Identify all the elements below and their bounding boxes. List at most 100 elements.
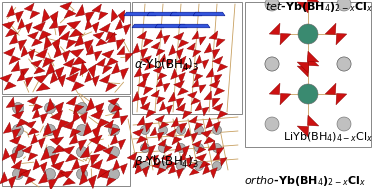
Polygon shape bbox=[96, 39, 107, 46]
Polygon shape bbox=[175, 142, 182, 152]
Polygon shape bbox=[212, 56, 223, 64]
Polygon shape bbox=[201, 130, 212, 137]
Polygon shape bbox=[118, 10, 125, 23]
Polygon shape bbox=[203, 164, 210, 174]
Polygon shape bbox=[86, 45, 94, 55]
Polygon shape bbox=[269, 23, 280, 35]
Polygon shape bbox=[62, 146, 74, 154]
Polygon shape bbox=[70, 67, 81, 76]
Polygon shape bbox=[69, 133, 78, 144]
Polygon shape bbox=[155, 115, 165, 122]
Circle shape bbox=[212, 143, 221, 153]
Circle shape bbox=[177, 143, 186, 153]
Polygon shape bbox=[163, 35, 170, 44]
Polygon shape bbox=[325, 83, 336, 95]
Polygon shape bbox=[25, 177, 36, 185]
Circle shape bbox=[45, 125, 55, 136]
Polygon shape bbox=[133, 160, 143, 168]
Polygon shape bbox=[42, 9, 50, 23]
Polygon shape bbox=[137, 136, 147, 143]
Polygon shape bbox=[179, 123, 187, 133]
Polygon shape bbox=[187, 43, 195, 50]
Polygon shape bbox=[151, 42, 160, 49]
Polygon shape bbox=[159, 101, 166, 111]
Polygon shape bbox=[33, 108, 40, 119]
Polygon shape bbox=[297, 66, 309, 77]
Polygon shape bbox=[120, 163, 127, 174]
Polygon shape bbox=[150, 127, 157, 136]
Polygon shape bbox=[202, 60, 209, 69]
Circle shape bbox=[141, 143, 150, 153]
Circle shape bbox=[159, 161, 168, 170]
Polygon shape bbox=[206, 118, 213, 128]
Polygon shape bbox=[157, 168, 166, 175]
Circle shape bbox=[194, 161, 203, 170]
Polygon shape bbox=[197, 147, 206, 154]
Polygon shape bbox=[63, 120, 74, 129]
Polygon shape bbox=[135, 163, 142, 174]
Polygon shape bbox=[156, 30, 163, 39]
Polygon shape bbox=[200, 161, 210, 168]
Circle shape bbox=[141, 161, 150, 170]
Polygon shape bbox=[95, 103, 104, 116]
Polygon shape bbox=[62, 50, 70, 62]
Polygon shape bbox=[40, 113, 47, 124]
Polygon shape bbox=[80, 62, 88, 76]
Polygon shape bbox=[176, 56, 186, 64]
Polygon shape bbox=[66, 73, 79, 82]
Polygon shape bbox=[9, 56, 21, 64]
Polygon shape bbox=[113, 160, 120, 170]
Circle shape bbox=[265, 57, 279, 71]
Polygon shape bbox=[145, 123, 153, 132]
Polygon shape bbox=[2, 21, 15, 29]
Polygon shape bbox=[91, 154, 100, 166]
Polygon shape bbox=[80, 112, 88, 124]
Polygon shape bbox=[104, 120, 113, 128]
Polygon shape bbox=[178, 40, 188, 48]
Polygon shape bbox=[98, 169, 110, 179]
Circle shape bbox=[298, 84, 318, 104]
Polygon shape bbox=[132, 91, 140, 102]
Polygon shape bbox=[96, 58, 105, 66]
Polygon shape bbox=[31, 39, 42, 46]
Polygon shape bbox=[120, 68, 128, 79]
Polygon shape bbox=[72, 57, 86, 65]
Polygon shape bbox=[132, 24, 164, 28]
Text: $\beta$-Yb(BH$_4$)$_3$: $\beta$-Yb(BH$_4$)$_3$ bbox=[134, 153, 199, 170]
Polygon shape bbox=[25, 77, 33, 87]
Polygon shape bbox=[157, 132, 164, 141]
Circle shape bbox=[12, 169, 24, 180]
Polygon shape bbox=[73, 105, 84, 114]
Circle shape bbox=[77, 169, 88, 180]
Polygon shape bbox=[55, 102, 64, 116]
Polygon shape bbox=[145, 151, 152, 161]
Polygon shape bbox=[80, 164, 89, 175]
Polygon shape bbox=[93, 32, 104, 39]
Polygon shape bbox=[137, 116, 145, 125]
Polygon shape bbox=[183, 111, 192, 119]
Circle shape bbox=[108, 169, 120, 180]
Polygon shape bbox=[25, 121, 36, 128]
Circle shape bbox=[159, 125, 168, 135]
Polygon shape bbox=[133, 129, 143, 136]
Polygon shape bbox=[79, 140, 87, 151]
Polygon shape bbox=[179, 152, 186, 161]
Polygon shape bbox=[208, 141, 216, 150]
Polygon shape bbox=[212, 98, 220, 107]
Polygon shape bbox=[204, 43, 212, 53]
Polygon shape bbox=[50, 154, 59, 166]
Circle shape bbox=[77, 125, 88, 136]
Polygon shape bbox=[21, 46, 28, 57]
Polygon shape bbox=[176, 103, 186, 111]
Polygon shape bbox=[195, 55, 202, 64]
Polygon shape bbox=[99, 12, 108, 20]
Polygon shape bbox=[86, 98, 95, 111]
Polygon shape bbox=[182, 64, 192, 72]
Polygon shape bbox=[94, 144, 107, 153]
Polygon shape bbox=[63, 178, 76, 185]
Polygon shape bbox=[204, 137, 215, 144]
Polygon shape bbox=[52, 145, 66, 153]
Polygon shape bbox=[307, 115, 319, 126]
Polygon shape bbox=[140, 140, 148, 151]
Polygon shape bbox=[106, 58, 118, 66]
